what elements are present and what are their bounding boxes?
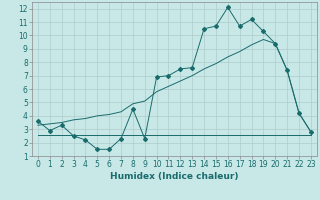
X-axis label: Humidex (Indice chaleur): Humidex (Indice chaleur)	[110, 172, 239, 181]
